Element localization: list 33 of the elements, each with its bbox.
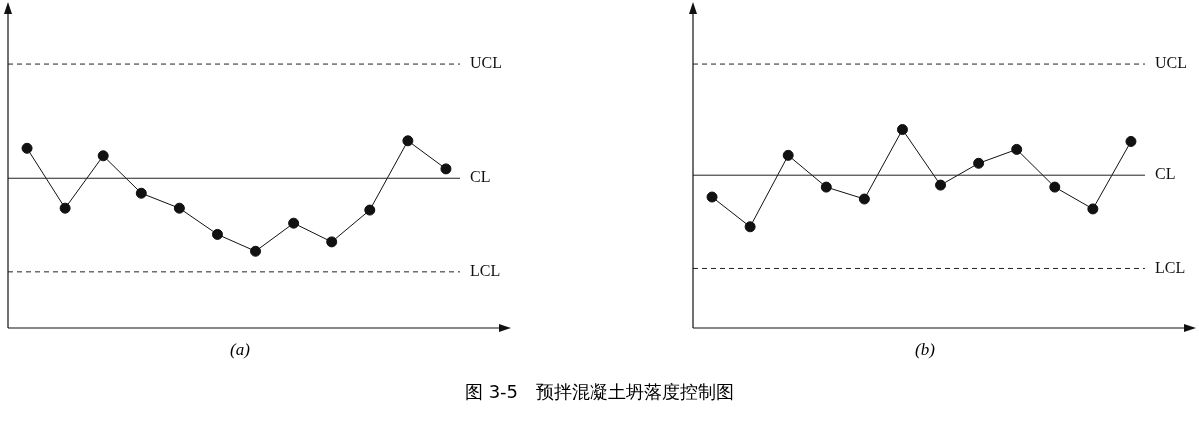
point <box>173 202 185 214</box>
ref-line-label: CL <box>470 168 491 186</box>
point <box>973 157 985 169</box>
point <box>820 181 832 193</box>
point <box>135 187 147 199</box>
caption: 图 3-5 预拌混凝土坍落度控制图 <box>463 380 736 404</box>
point <box>896 124 908 136</box>
point <box>21 142 33 154</box>
ref-line-label: UCL <box>470 54 502 72</box>
point <box>782 149 794 161</box>
point <box>1125 135 1137 147</box>
point <box>1087 203 1099 215</box>
point <box>364 204 376 216</box>
ref-line-label: LCL <box>470 262 501 280</box>
x-axis-title: (b) <box>914 340 936 360</box>
ref-line-label: LCL <box>1155 258 1186 276</box>
ref-line-label: UCL <box>1155 54 1187 72</box>
point <box>858 193 870 205</box>
point <box>1011 143 1023 155</box>
point <box>250 245 262 257</box>
point <box>97 150 109 162</box>
point <box>440 163 452 175</box>
point <box>706 191 718 203</box>
point <box>1049 181 1061 193</box>
point <box>326 236 338 248</box>
point <box>744 221 756 233</box>
x-axis-title: (a) <box>229 340 251 360</box>
point <box>59 202 71 214</box>
point <box>288 217 300 229</box>
ref-line-label: CL <box>1155 165 1176 183</box>
point <box>402 135 414 147</box>
point <box>211 228 223 240</box>
point <box>935 179 947 191</box>
